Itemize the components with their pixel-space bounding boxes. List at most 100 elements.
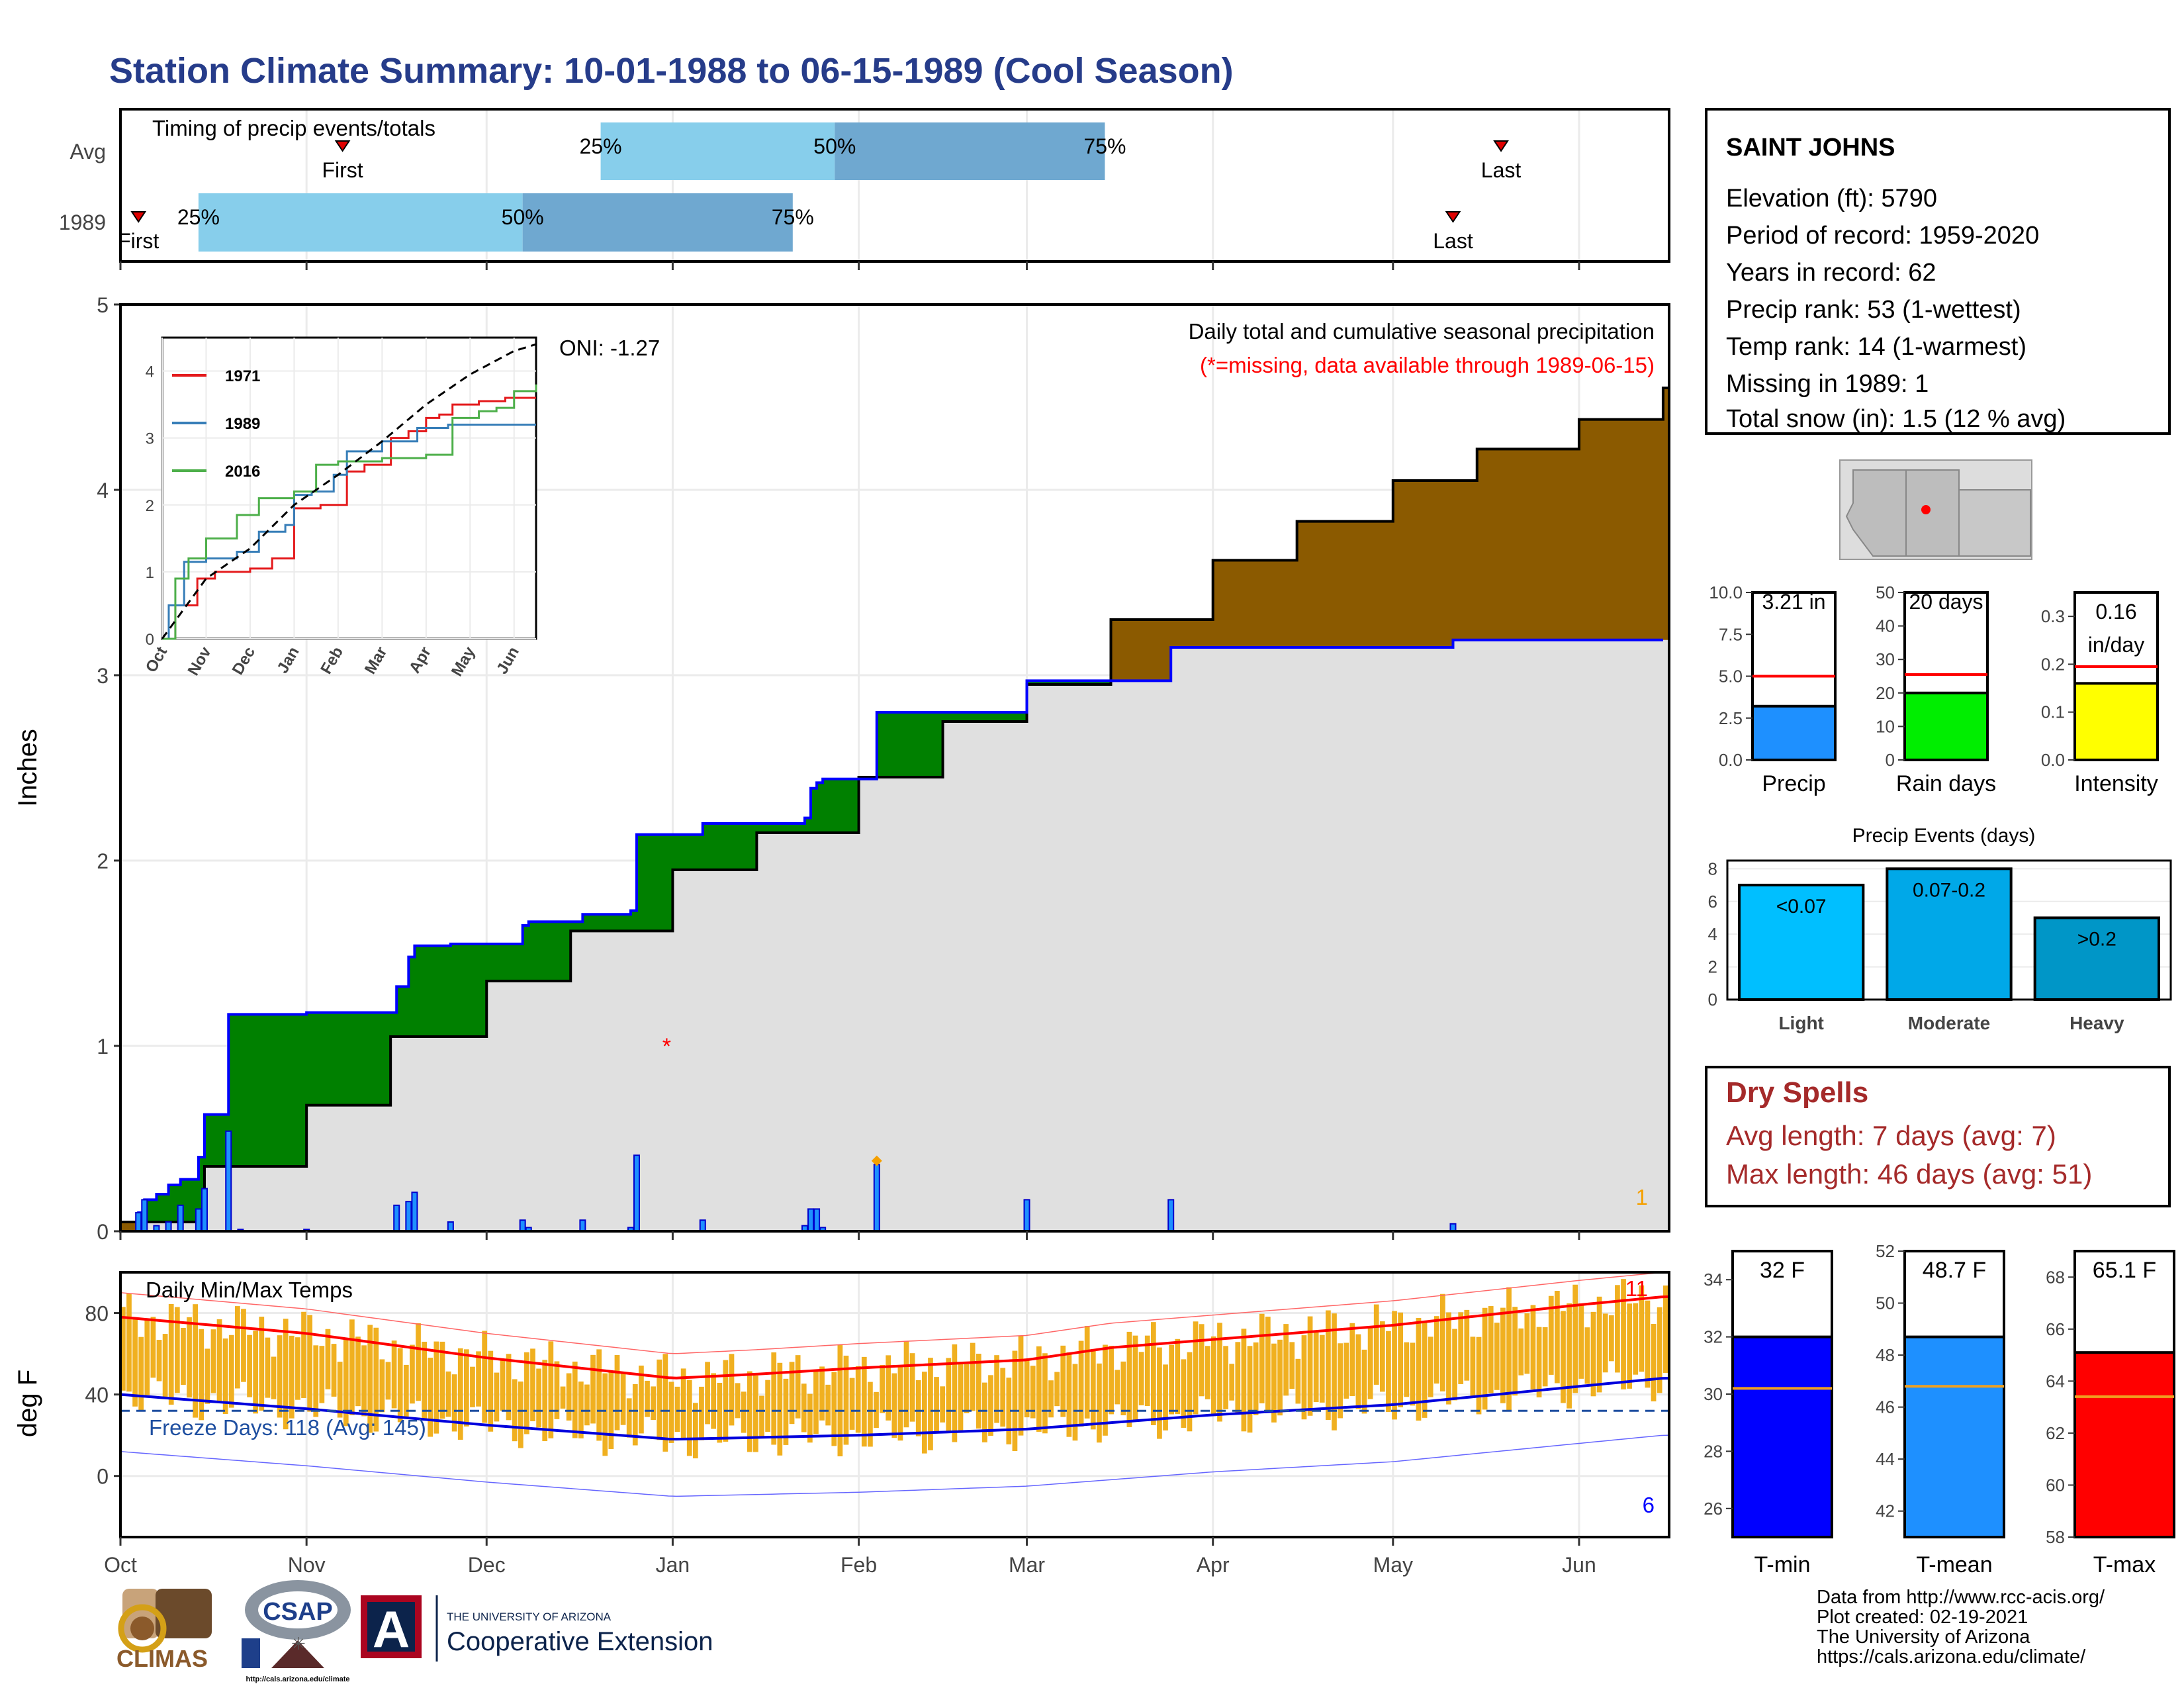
inset-ytick-label: 0 [146, 631, 154, 649]
timing-row-label: Avg [69, 140, 106, 164]
daily-temp-bar [1433, 1316, 1439, 1384]
texas-shape [1958, 489, 2031, 557]
timing-quantile-label: 25% [580, 134, 622, 158]
temp-title: Daily Min/Max Temps [146, 1278, 353, 1302]
daily-precip-bar [813, 1208, 821, 1233]
events-bar-label: 0.07-0.2 [1913, 879, 1985, 901]
ua-coop-label: Cooperative Extension [447, 1627, 713, 1656]
temp-ylabel: deg F [13, 1370, 42, 1437]
daily-temp-bar [1621, 1279, 1626, 1389]
daily-temp-bar [1506, 1287, 1512, 1411]
daily-temp-bar [590, 1354, 596, 1424]
daily-temp-bar [1066, 1352, 1072, 1437]
inset-series-line [162, 397, 536, 640]
station-precip-rank: Precip rank: 53 (1-wettest) [1726, 296, 2021, 324]
month-label: Jan [656, 1553, 690, 1577]
daily-temp-bar [1398, 1312, 1404, 1407]
daily-temp-bar [692, 1403, 698, 1459]
station-snow: Total snow (in): 1.5 (12 % avg) [1726, 405, 2066, 433]
month-label: Jun [1562, 1553, 1596, 1577]
station-years: Years in record: 62 [1726, 259, 1936, 287]
daily-temp-bar [277, 1335, 283, 1418]
daily-temp-bar [825, 1384, 831, 1426]
inset-xtick-label: Jan [274, 644, 303, 677]
daily-precip-bar [1167, 1199, 1175, 1233]
daily-temp-bar [1253, 1342, 1259, 1415]
daily-temp-bar [1446, 1312, 1451, 1405]
daily-temp-bar [439, 1341, 445, 1419]
daily-precip-bar [411, 1192, 418, 1232]
events-ytick-label: 8 [1708, 859, 1717, 878]
footer-institution: The University of Arizona [1817, 1626, 2030, 1648]
daily-temp-bar [1018, 1335, 1024, 1436]
csap-url: http://cals.arizona.edu/climate [246, 1675, 349, 1683]
station-name: SAINT JOHNS [1726, 134, 1895, 162]
station-location-dot [1921, 505, 1931, 514]
daily-temp-bar [319, 1346, 325, 1403]
daily-temp-bar [259, 1317, 265, 1411]
daily-temp-bar [1265, 1317, 1271, 1411]
daily-temp-bar [855, 1366, 861, 1433]
daily-temp-bar [1060, 1345, 1066, 1417]
daily-temp-bar [1332, 1313, 1337, 1430]
inset-ytick-label: 2 [146, 497, 154, 515]
last-event-marker [1445, 211, 1461, 223]
daily-temp-bar [759, 1395, 764, 1437]
events-bar [1886, 867, 2013, 1001]
daily-temp-bar [1289, 1342, 1295, 1389]
month-label: Nov [288, 1553, 326, 1577]
daily-temp-bar [1103, 1344, 1108, 1436]
daily-temp-bar [385, 1362, 391, 1400]
daily-temp-bar [1367, 1326, 1373, 1399]
daily-temp-bar [1590, 1311, 1596, 1397]
daily-temp-bar [964, 1364, 970, 1413]
daily-temp-bar [880, 1365, 885, 1413]
daily-temp-bar [958, 1364, 964, 1432]
month-label: Mar [1009, 1553, 1045, 1577]
daily-temp-bar [620, 1372, 626, 1425]
daily-temp-bar [1422, 1321, 1428, 1418]
daily-precip-bar [579, 1219, 586, 1232]
events-title: Precip Events (days) [1852, 825, 2036, 847]
dry-spells-max: Max length: 46 days (avg: 51) [1726, 1158, 2092, 1190]
daily-temp-bar [560, 1386, 566, 1409]
daily-temp-bar [205, 1348, 210, 1404]
temp-bottom-count: 6 [1643, 1493, 1655, 1517]
avg-cumulative-line [120, 387, 1669, 1223]
daily-temp-bar [668, 1382, 674, 1443]
timing-quantile-label: 75% [772, 205, 814, 229]
daily-temp-bar [1379, 1321, 1385, 1392]
daily-temp-bar [982, 1382, 987, 1442]
station-temp-rank: Temp rank: 14 (1-warmest) [1726, 333, 2026, 361]
month-axis: Oct Nov Dec Jan Feb Mar Apr May Jun [104, 261, 1596, 1577]
daily-temp-bar [144, 1319, 150, 1395]
daily-temp-bar [572, 1361, 578, 1438]
daily-temp-bar [1386, 1331, 1391, 1413]
summary-ytick-label: 5.0 [1719, 667, 1743, 686]
new-mexico-shape [1905, 469, 1960, 557]
station-period: Period of record: 1959-2020 [1726, 222, 2039, 250]
timing-row-label: 1989 [59, 211, 106, 234]
daily-temp-bar [1247, 1346, 1253, 1433]
temp-bar-ytick-label: 60 [2046, 1475, 2065, 1495]
daily-temp-bar [1476, 1336, 1482, 1415]
daily-temp-bar [156, 1340, 162, 1382]
summary-bar-value: 3.21 in [1762, 590, 1825, 614]
daily-temp-bar [1572, 1284, 1578, 1393]
daily-temp-bar [187, 1317, 192, 1398]
daily-temp-bar [494, 1372, 500, 1422]
last-event-label: Last [1433, 229, 1473, 253]
daily-temp-bar [1536, 1327, 1542, 1397]
daily-temp-bar [915, 1380, 921, 1436]
month-label: Apr [1197, 1553, 1230, 1577]
daily-temp-bar [1223, 1346, 1228, 1409]
daily-temp-bar [578, 1382, 584, 1438]
daily-temp-bar [542, 1360, 548, 1442]
daily-temp-bar [265, 1337, 271, 1398]
summary-ytick-label: 0.3 [2041, 606, 2065, 626]
daily-precip-bar [393, 1204, 400, 1233]
inset-ytick-label: 1 [146, 564, 154, 582]
temp-bar-ytick-label: 64 [2046, 1371, 2065, 1391]
daily-temp-bar [271, 1356, 277, 1399]
summary-bar-value: 0.16 [2095, 600, 2136, 624]
